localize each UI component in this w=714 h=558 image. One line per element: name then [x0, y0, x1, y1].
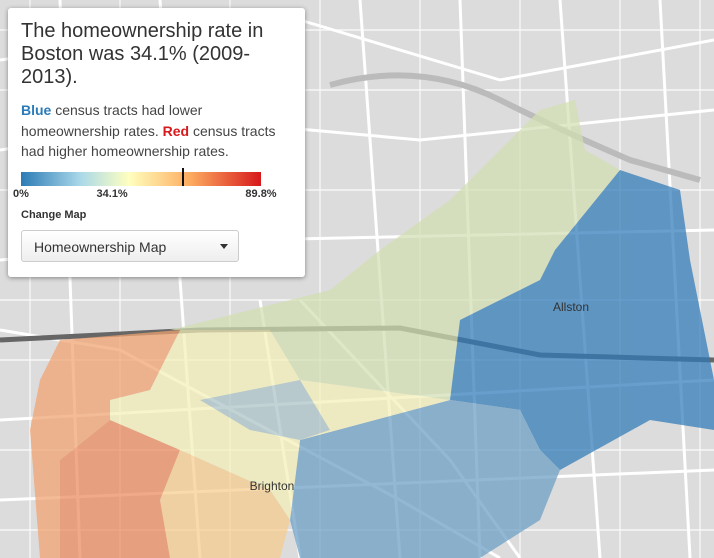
title: The homeownership rate in Boston was 34.… — [21, 20, 264, 88]
legend-label: 34.1% — [96, 188, 128, 200]
description-part: census tracts had higher homeownership r… — [21, 122, 276, 160]
description-part: census tracts had lower homeownership ra… — [21, 102, 203, 139]
map-dropdown[interactable]: Homeownership Map — [21, 230, 239, 262]
tract — [290, 400, 560, 558]
legend-label: 89.8% — [245, 188, 277, 200]
river-road — [329, 72, 701, 183]
tract — [30, 330, 180, 558]
tract — [200, 380, 330, 440]
tract — [170, 100, 620, 400]
legend-marker — [182, 168, 184, 186]
change-map-label: Change Map — [21, 209, 87, 221]
dropdown-caret[interactable] — [220, 244, 228, 249]
description-part: Blue — [21, 102, 52, 118]
description-part: Red — [162, 122, 190, 139]
place-label: Brighton — [250, 479, 295, 493]
description: Blue census tracts had lower homeownersh… — [21, 100, 301, 162]
tracts — [30, 100, 714, 558]
dropdown-text[interactable]: Homeownership Map — [34, 239, 167, 255]
tract — [450, 170, 714, 470]
tract — [60, 420, 180, 558]
info-panel: The homeownership rate in Boston was 34.… — [8, 8, 305, 277]
tract — [160, 450, 290, 558]
legend-gradient — [21, 172, 261, 186]
place-label: Allston — [553, 300, 589, 314]
legend-label: 0% — [13, 188, 29, 200]
